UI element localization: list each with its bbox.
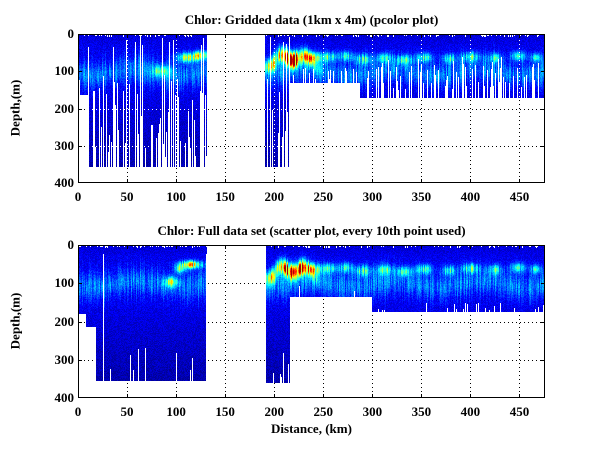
x-tick-label: 150 [215, 404, 235, 419]
x-tick-label: 50 [120, 189, 134, 204]
x-tick-label: 0 [74, 189, 82, 204]
x-tick-label: 200 [264, 404, 284, 419]
y-tick-label: 0 [67, 237, 75, 252]
plot-title: Chlor: Gridded data (1km x 4m) (pcolor p… [184, 12, 439, 27]
x-tick-label: 250 [313, 404, 334, 419]
pcolor-plot-area [78, 34, 545, 183]
x-tick-label: 300 [362, 189, 383, 204]
x-tick-label: 0 [74, 404, 82, 419]
x-tick-label: 200 [264, 189, 284, 204]
y-axis-label: Depth,(m) [7, 292, 22, 349]
plot-title: Chlor: Full data set (scatter plot, ever… [157, 223, 466, 238]
x-tick-label: 450 [509, 404, 530, 419]
y-tick-label: 0 [67, 26, 75, 41]
x-tick-label: 250 [313, 189, 334, 204]
y-tick-label: 400 [54, 390, 75, 405]
x-tick-label: 350 [411, 189, 432, 204]
y-tick-label: 300 [54, 351, 75, 367]
x-tick-label: 400 [460, 404, 481, 419]
x-tick-label: 150 [215, 189, 235, 204]
x-tick-label: 300 [362, 404, 383, 419]
y-tick-label: 100 [54, 275, 75, 291]
y-tick-label: 200 [54, 100, 75, 116]
x-tick-label: 100 [166, 404, 186, 419]
y-axis-label: Depth,(m) [7, 79, 22, 136]
y-tick-label: 100 [54, 63, 75, 79]
x-tick-label: 100 [166, 189, 186, 204]
x-tick-label: 400 [460, 189, 481, 204]
scatter-plot-area [78, 245, 545, 398]
y-tick-label: 300 [54, 137, 75, 153]
y-tick-label: 200 [54, 313, 75, 329]
x-tick-label: 450 [509, 189, 530, 204]
x-tick-label: 350 [411, 404, 432, 419]
x-tick-label: 50 [120, 404, 134, 419]
y-tick-label: 400 [54, 175, 75, 190]
x-axis-label: Distance, (km) [271, 421, 352, 436]
